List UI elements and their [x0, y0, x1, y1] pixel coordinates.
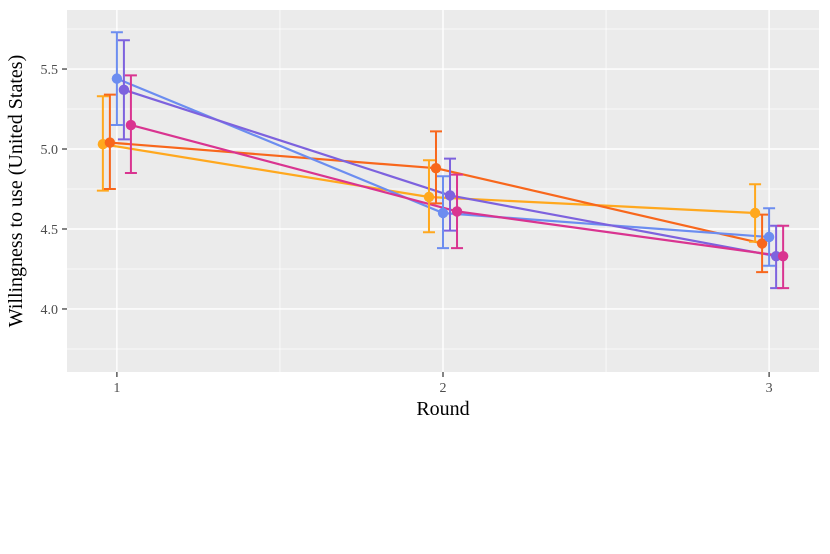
data-point-information-round-1 [111, 73, 123, 84]
data-point-information-round-2 [437, 207, 449, 219]
axis-tick-labels: 4.0 4.5 5.0 5.5 1 2 3 [41, 63, 773, 396]
data-point-contact-tracing-round-3 [749, 207, 761, 219]
x-tick-label: 2 [440, 381, 447, 396]
legend: Tested positive Contact TracingSymptom C… [0, 445, 830, 554]
x-tick-label: 3 [766, 381, 773, 396]
data-point-symptom-check-round-1 [104, 137, 116, 148]
data-point-symptom-check-round-3 [756, 238, 768, 249]
x-axis-title: Round [416, 398, 469, 420]
y-axis-title: Willingness to use (United States) [5, 55, 27, 328]
data-point-information-round-3 [763, 231, 775, 243]
data-point-health-certificate-round-2 [444, 190, 456, 201]
data-point-quarantine-enforcement-round-3 [777, 250, 789, 262]
y-tick-label: 5.5 [41, 63, 59, 78]
data-point-symptom-check-round-2 [430, 163, 442, 174]
y-tick-label: 5.0 [41, 143, 59, 158]
data-points [97, 73, 789, 262]
data-point-contact-tracing-round-2 [423, 191, 435, 203]
data-point-quarantine-enforcement-round-2 [451, 206, 463, 217]
axis-tick-marks [62, 68, 770, 377]
line-chart: 4.0 4.5 5.0 5.5 1 2 3 Round Willingness to use… [5, 10, 819, 420]
x-tick-label: 1 [113, 381, 120, 396]
data-point-health-certificate-round-1 [118, 84, 130, 96]
major-gridlines [67, 10, 819, 372]
y-tick-label: 4.0 [41, 303, 59, 318]
data-point-quarantine-enforcement-round-1 [125, 119, 137, 131]
y-tick-label: 4.5 [41, 223, 59, 238]
